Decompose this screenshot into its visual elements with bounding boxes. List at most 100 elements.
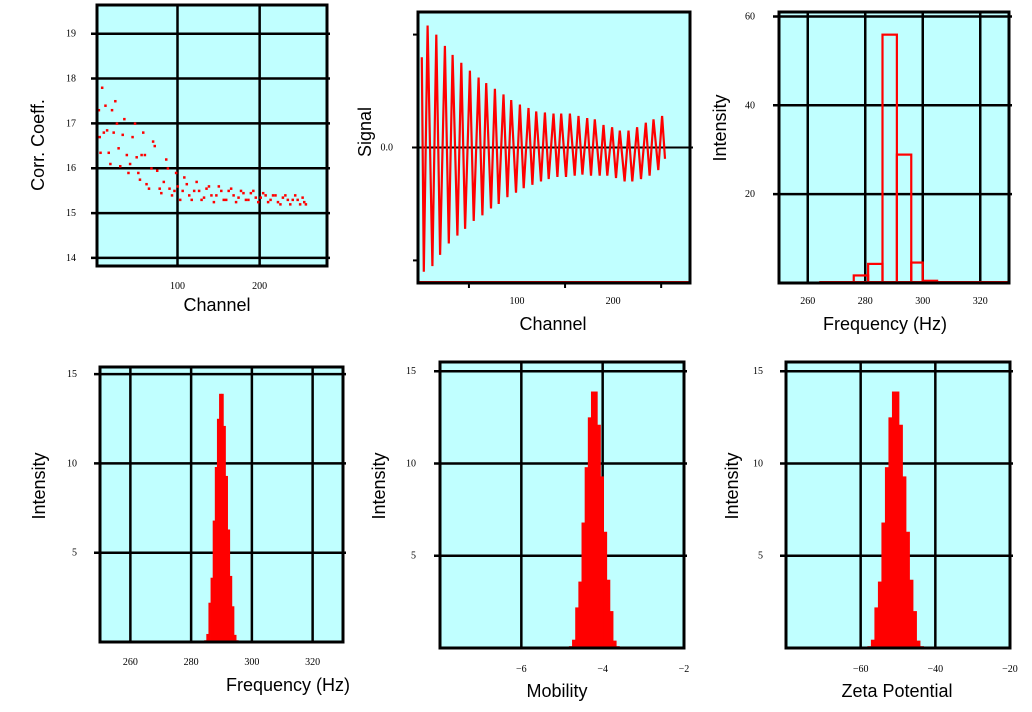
data-point [121,133,124,137]
plot-frame [784,360,1012,650]
data-point [140,153,143,157]
data-point [239,189,243,193]
y-tick-label: 15 [66,208,76,219]
chart-panel-3: 260 280 300 320 20 40 60 Frequency (Hz) Intensit… [710,10,1012,334]
data-point [234,200,238,204]
data-point [261,191,265,195]
data-point [131,135,134,139]
histogram-bar [229,575,233,642]
histogram-bar [206,633,209,642]
data-point [155,169,159,172]
histogram-bar [916,640,921,648]
data-point [166,167,170,170]
data-point [217,185,221,188]
data-point [109,162,112,166]
data-point [165,158,168,161]
data-point [178,198,182,202]
histogram-bar [874,607,879,648]
x-tick-label: 100 [509,296,524,307]
data-point [173,189,176,193]
x-tick-label: −2 [679,664,690,675]
histogram-bar [581,522,586,648]
data-point [269,198,272,202]
histogram-bar [603,531,608,648]
x-tick-label: 300 [915,296,930,307]
data-point [127,171,130,175]
histogram-bar [572,639,576,648]
y-axis-title: Intensity [29,452,49,519]
data-point [170,194,174,197]
histogram-bar [905,531,910,648]
histogram-bar [210,577,214,642]
data-point [215,194,218,197]
histogram-bar [909,579,914,648]
data-point [303,200,306,204]
data-point [259,196,262,199]
data-point [150,167,153,170]
histogram-bar [578,581,582,648]
y-axis-title: Corr. Coeff. [28,99,48,191]
data-point [158,187,161,190]
histogram-bar [587,417,592,648]
data-point [286,198,290,202]
data-point [200,198,203,202]
histogram-bar [913,611,917,648]
histogram-bar [590,391,595,648]
data-point [266,200,270,204]
histogram-bar [891,391,896,648]
data-point [242,191,245,195]
x-tick-label: 320 [973,296,988,307]
data-point [99,151,102,155]
histogram-bar [214,467,218,642]
histogram-bar [877,581,882,648]
data-point [249,191,253,195]
histogram-bar [584,467,589,648]
data-point [114,99,117,103]
histogram-bar [216,418,220,642]
data-point [252,189,255,193]
y-tick-label: 16 [66,163,76,174]
histogram-bar [212,520,216,642]
plot-area [97,5,327,266]
chart-panel-4: 260 280 300 320 5 10 15 Frequency (Hz) Intensity [29,365,350,695]
x-tick-label: −6 [516,664,527,675]
histogram-bar [600,476,604,648]
plot-frame [777,10,1011,285]
histogram-bar [208,602,211,642]
data-point [142,131,145,134]
histogram-bar [597,424,601,648]
x-tick-label: −60 [853,664,869,675]
histogram-bar [575,607,579,648]
data-point [301,196,304,199]
y-tick-label: 10 [67,458,77,469]
data-point [183,176,186,179]
chart-panel-5: −6 −4 −2 5 10 15 Mobility Intensity [369,360,690,701]
data-point [293,194,297,197]
y-tick-label: 14 [66,253,76,264]
data-point [205,187,208,190]
y-tick-label: 0.0 [381,143,394,154]
y-tick-label: 5 [411,551,416,562]
data-point [195,180,198,184]
histogram-bar [227,529,231,642]
chart-panel-1: 100 200 14 15 16 17 18 19 Channel Corr. Coeff. [28,3,330,315]
y-axis-title: Intensity [710,94,730,161]
data-point [220,189,223,193]
y-tick-label: 10 [406,458,416,469]
data-point [107,151,110,155]
data-point [227,189,230,193]
data-point [298,203,302,206]
y-tick-label: 15 [753,366,763,377]
data-point [104,104,107,107]
x-tick-label: 300 [244,657,259,668]
histogram-bar [609,611,614,648]
histogram-bar [884,467,889,648]
y-tick-label: 20 [745,189,755,200]
data-point [123,117,126,121]
data-point [181,189,184,193]
x-axis-title: Frequency (Hz) [823,314,947,334]
data-point [100,86,104,90]
data-point [160,191,163,195]
data-point [281,196,285,199]
y-axis-title: Intensity [722,452,742,519]
